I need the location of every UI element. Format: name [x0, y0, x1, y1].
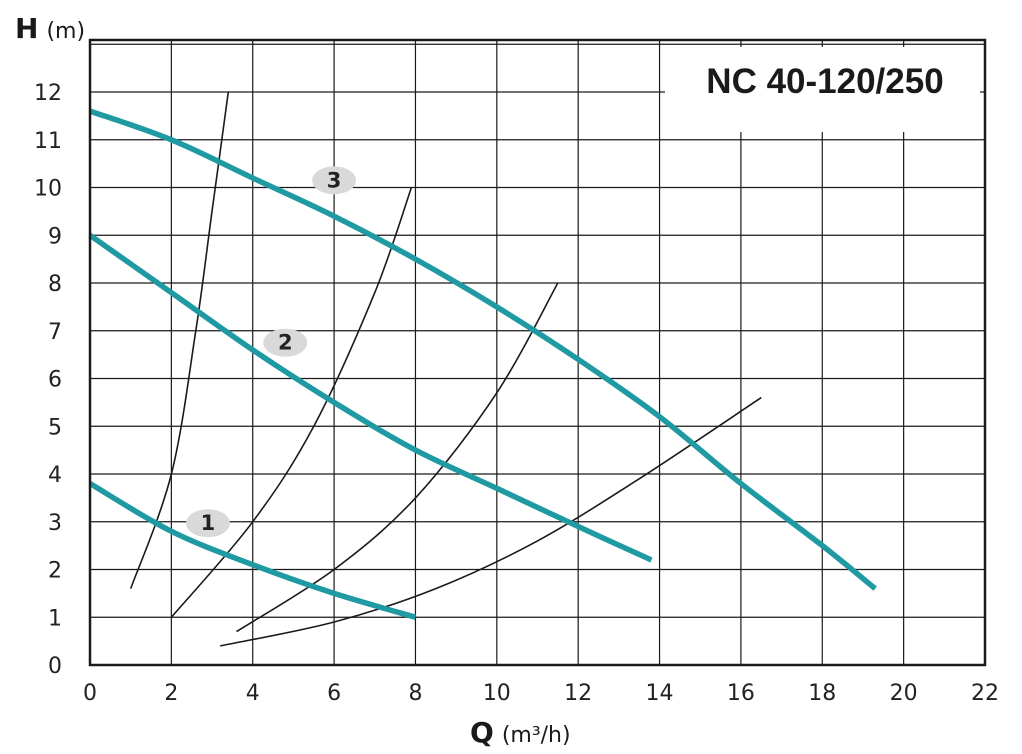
curve-label-1: 1 [201, 511, 216, 535]
y-tick-label: 7 [48, 320, 62, 345]
y-axis-symbol: H [15, 12, 38, 45]
curve-label-2: 2 [278, 331, 293, 355]
y-tick-label: 3 [48, 511, 62, 536]
x-tick-label: 12 [564, 681, 592, 706]
x-tick-label: 10 [483, 681, 511, 706]
x-tick-label: 20 [890, 681, 918, 706]
curve-labels: 1 2 3 [185, 166, 357, 538]
x-tick-labels: 0 2 4 6 8 10 12 14 16 18 20 22 [83, 681, 999, 706]
system-curve [236, 282, 559, 633]
system-curve [220, 396, 762, 647]
y-tick-label: 9 [48, 224, 62, 249]
y-tick-label: 10 [34, 177, 62, 202]
x-tick-label: 18 [808, 681, 836, 706]
y-tick-label: 0 [48, 654, 62, 679]
x-axis-label: Q (m³/h) [470, 716, 571, 749]
y-axis-label: H (m) [15, 12, 85, 45]
y-axis-unit: (m) [46, 19, 85, 44]
system-curve [129, 91, 230, 589]
y-tick-label: 8 [48, 272, 62, 297]
x-tick-label: 2 [164, 681, 178, 706]
x-tick-label: 14 [646, 681, 674, 706]
y-tick-label: 4 [48, 463, 62, 488]
y-tick-label: 11 [34, 129, 62, 154]
pump-curve-2 [88, 233, 653, 563]
pump-curves [88, 108, 877, 620]
curve-badge-2 [263, 328, 308, 357]
x-tick-label: 4 [246, 681, 260, 706]
title-background [665, 47, 980, 132]
x-tick-label: 22 [971, 681, 999, 706]
x-tick-label: 8 [408, 681, 422, 706]
curve-label-3: 3 [327, 168, 342, 192]
x-axis-symbol: Q [470, 716, 494, 749]
pump-curve-3 [89, 108, 877, 591]
y-tick-label: 5 [48, 415, 62, 440]
system-curves [129, 91, 762, 647]
x-axis-unit: (m³/h) [502, 723, 571, 748]
y-tick-label: 1 [48, 606, 62, 631]
y-tick-label: 12 [34, 81, 62, 106]
curve-badge-3 [312, 166, 357, 195]
y-tick-label: 2 [48, 559, 62, 584]
x-tick-label: 0 [83, 681, 97, 706]
y-tick-label: 6 [48, 368, 62, 393]
plot-frame [88, 38, 987, 667]
chart-title: NC 40-120/250 [706, 62, 943, 101]
x-tick-label: 16 [727, 681, 755, 706]
pump-curve-1 [88, 481, 417, 620]
curve-badge-1 [185, 509, 230, 538]
x-tick-label: 6 [327, 681, 341, 706]
